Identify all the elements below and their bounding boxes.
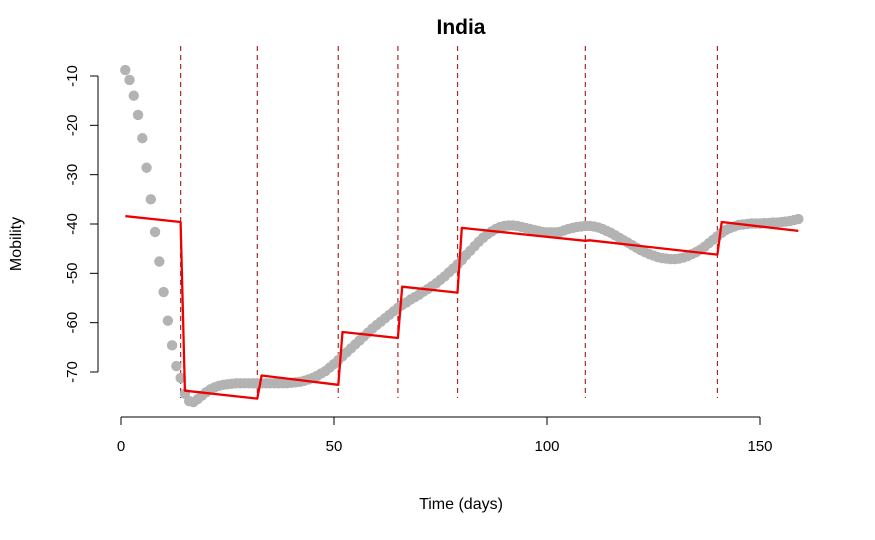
y-tick-label: -40 — [64, 213, 81, 235]
data-point — [124, 74, 135, 86]
data-point — [120, 64, 131, 76]
y-tick-label: -60 — [64, 312, 81, 334]
x-axis-label: Time (days) — [419, 496, 503, 513]
data-point — [132, 109, 144, 121]
data-point — [166, 340, 178, 351]
data-point — [141, 162, 152, 173]
y-tick-label: -20 — [64, 114, 81, 136]
fit-segments — [125, 214, 799, 400]
y-tick-label: -30 — [64, 164, 81, 186]
data-point — [137, 132, 148, 144]
data-point — [154, 256, 165, 267]
x-tick-label: 150 — [747, 438, 772, 455]
data-point — [793, 213, 804, 225]
y-tick-label: -10 — [64, 65, 81, 87]
x-tick-label: 50 — [326, 438, 343, 455]
data-point — [128, 90, 139, 101]
breakpoint-lines — [180, 46, 719, 398]
data-point — [145, 194, 157, 205]
y-axis: -70 -60 -50 -40 -30 -20 -10 — [64, 65, 99, 383]
x-axis: 0 50 100 150 — [117, 416, 773, 455]
data-point — [162, 315, 174, 326]
y-tick-label: -50 — [64, 262, 81, 284]
y-axis-label: Mobility — [8, 217, 25, 271]
data-point — [158, 286, 169, 298]
data-point — [175, 372, 186, 384]
data-point — [171, 360, 182, 372]
data-point — [149, 226, 161, 238]
y-tick-label: -70 — [64, 361, 81, 383]
chart-title: India — [436, 16, 485, 39]
x-tick-label: 0 — [117, 438, 125, 455]
fit-line — [125, 214, 799, 400]
x-tick-label: 100 — [534, 438, 559, 455]
